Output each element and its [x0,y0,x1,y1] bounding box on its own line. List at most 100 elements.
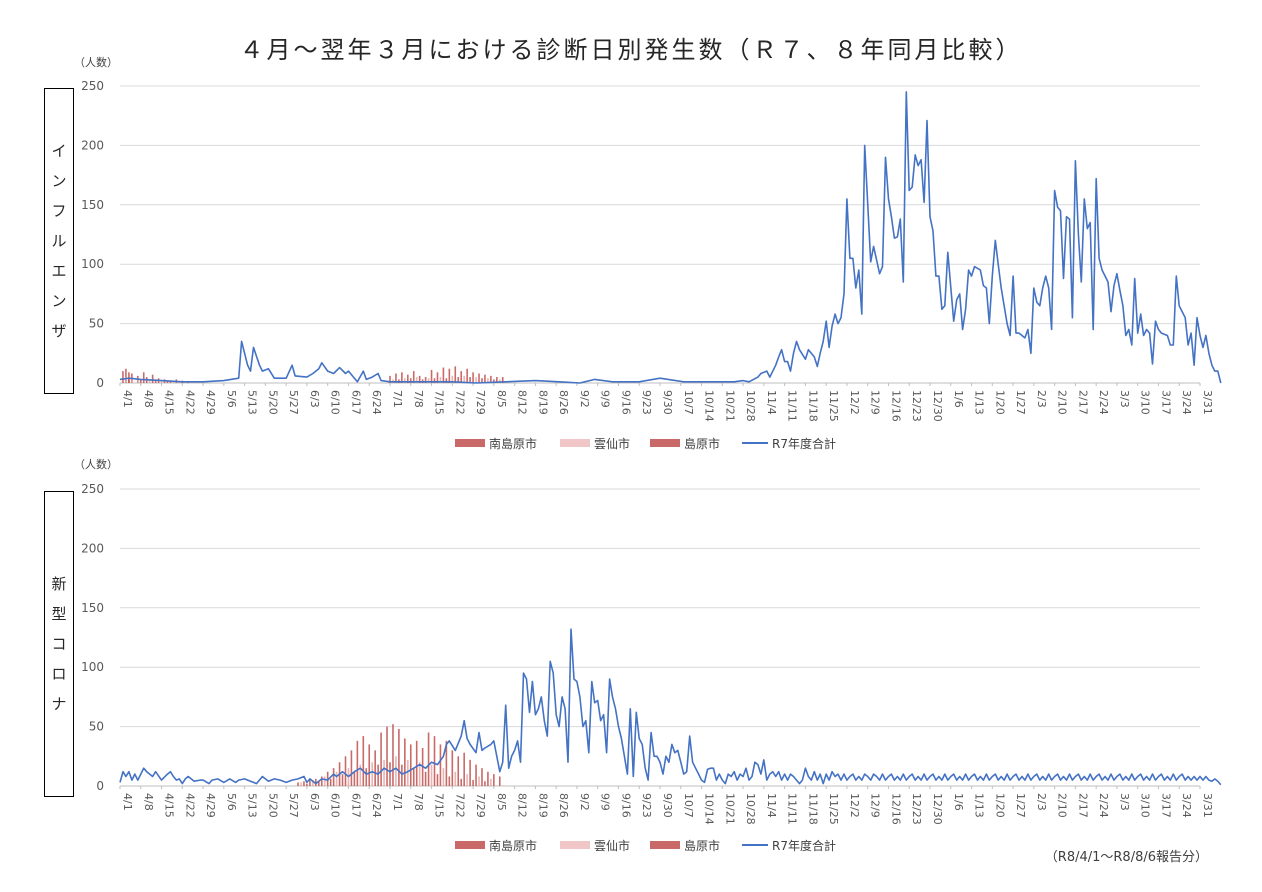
bar [401,764,403,786]
bar [335,771,338,786]
panel-label-char: ロ [51,665,67,683]
x-tick-label: 7/29 [474,390,487,415]
x-tick-label: 9/9 [599,793,612,811]
bar [481,768,483,786]
x-tick-label: 9/2 [578,390,591,408]
x-tick-label: 8/26 [557,793,570,818]
bar [412,371,415,383]
x-tick-label: 3/10 [1139,390,1152,415]
x-tick-label: 8/26 [557,390,570,415]
x-tick-label: 6/10 [329,793,342,818]
bar [368,744,371,786]
x-tick-label: 1/13 [973,793,986,818]
bar [439,377,442,383]
bar [466,774,468,786]
bar [309,780,311,786]
x-tick-label: 9/30 [661,390,674,415]
panel-label-char: コ [51,635,67,653]
bar [448,776,451,786]
bar [457,377,460,383]
bar [478,776,480,786]
x-tick-label: 4/15 [163,793,176,818]
x-tick-label: 12/30 [931,793,944,825]
x-tick-label: 4/29 [204,390,217,415]
bar [122,371,124,383]
y-tick-label: 250 [81,79,104,93]
x-tick-label: 9/16 [619,390,632,415]
bar [125,377,127,383]
bar [395,756,397,786]
x-tick-label: 8/12 [516,793,529,818]
x-tick-label: 7/1 [391,793,404,811]
bar [166,380,169,383]
bar [383,759,385,786]
x-tick-label: 5/20 [266,793,279,818]
bar [442,768,445,786]
x-tick-label: 6/10 [329,390,342,415]
x-tick-label: 3/31 [1201,793,1214,818]
x-tick-label: 3/3 [1118,793,1131,811]
x-tick-label: 10/21 [723,390,736,422]
x-tick-label: 12/2 [848,390,861,415]
bar [451,750,454,786]
panel-label-char: ル [51,232,67,250]
x-tick-label: 12/16 [889,793,902,825]
x-tick-label: 11/25 [827,793,840,825]
x-tick-label: 10/28 [744,793,757,825]
bar [427,378,430,383]
legend-swatch [455,841,485,849]
bar [392,724,394,786]
bar [374,750,376,786]
x-tick-label: 9/16 [619,793,632,818]
x-tick-label: 4/22 [183,390,196,415]
bar [371,762,373,786]
x-tick-label: 7/1 [391,390,404,408]
x-tick-label: 9/30 [661,793,674,818]
x-tick-label: 7/8 [412,390,425,408]
bar [454,771,457,786]
legend-swatch [560,841,590,849]
x-tick-label: 4/8 [142,793,155,811]
bar [389,375,391,383]
bar [472,372,474,383]
y-tick-label: 0 [96,376,104,390]
bar [472,780,474,786]
panel-label-char: ナ [51,695,67,713]
x-tick-label: 3/3 [1118,390,1131,408]
bar [493,379,495,383]
bar [490,778,492,786]
bar [487,771,489,786]
x-tick-label: 3/31 [1201,390,1214,415]
bar [297,782,299,786]
x-tick-label: 2/3 [1035,793,1048,811]
x-tick-label: 7/22 [453,793,466,818]
x-tick-label: 12/2 [848,793,861,818]
bar [329,778,332,786]
x-tick-label: 3/24 [1180,793,1193,818]
bar [125,368,127,383]
bar [306,783,308,786]
x-tick-label: 8/12 [516,390,529,415]
bar [454,366,457,383]
bar [389,762,391,786]
x-tick-label: 5/27 [287,390,300,415]
bar [154,379,157,383]
bar [442,367,445,383]
legend-swatch [650,841,680,849]
unit-label: （人数） [74,56,118,69]
bar [445,378,448,383]
x-tick-label: 6/3 [308,793,321,811]
x-tick-label: 5/13 [246,390,259,415]
bar [365,768,368,786]
bar [323,776,326,786]
bar [436,372,439,383]
bar [320,776,323,786]
bar [457,756,460,786]
bar [445,740,448,786]
bar [407,374,409,383]
x-tick-label: 12/23 [910,390,923,422]
bar [359,764,362,786]
bar [326,771,329,786]
bar [350,750,353,786]
